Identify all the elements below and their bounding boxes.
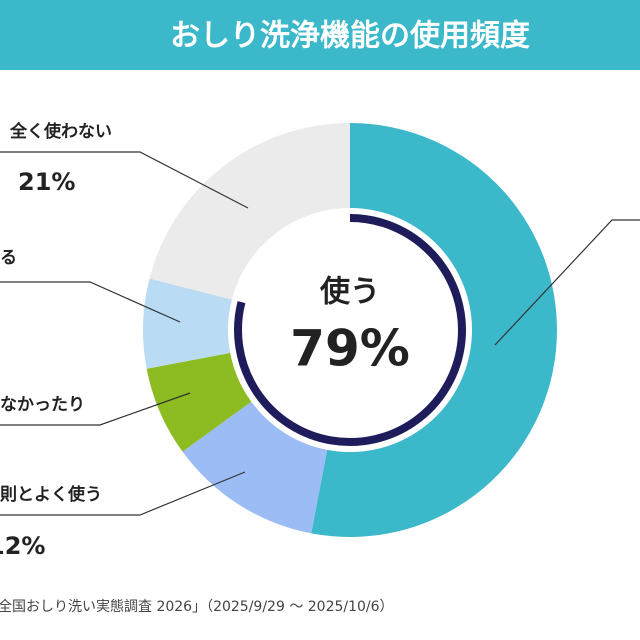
title-bar bbox=[0, 0, 640, 70]
donut-segment bbox=[142, 278, 232, 369]
leader-line bbox=[0, 471, 246, 516]
leader-line bbox=[0, 151, 249, 209]
leader-line bbox=[0, 281, 181, 323]
chart-title: おしり洗浄機能の使用頻度 bbox=[170, 19, 530, 54]
value-label: 21% bbox=[18, 168, 75, 196]
donut-segment bbox=[311, 123, 558, 537]
value-label: 12% bbox=[0, 532, 45, 560]
center-arc bbox=[234, 214, 466, 446]
donut-segment bbox=[182, 401, 328, 534]
category-label: る bbox=[0, 248, 17, 268]
category-label: 則とよく使う bbox=[0, 484, 102, 505]
leader-line bbox=[494, 219, 640, 346]
donut-segment bbox=[149, 123, 350, 300]
category-label: なかったり bbox=[0, 395, 85, 415]
center-label: 使う bbox=[319, 275, 380, 310]
leader-line bbox=[0, 392, 191, 426]
donut-segment bbox=[146, 352, 252, 452]
category-label: 全く使わない bbox=[9, 121, 112, 142]
source-note: 全国おしり洗い実態調査 2026」（2025/9/29 ～ 2025/10/6） bbox=[0, 598, 394, 615]
center-value: 79% bbox=[290, 320, 410, 378]
